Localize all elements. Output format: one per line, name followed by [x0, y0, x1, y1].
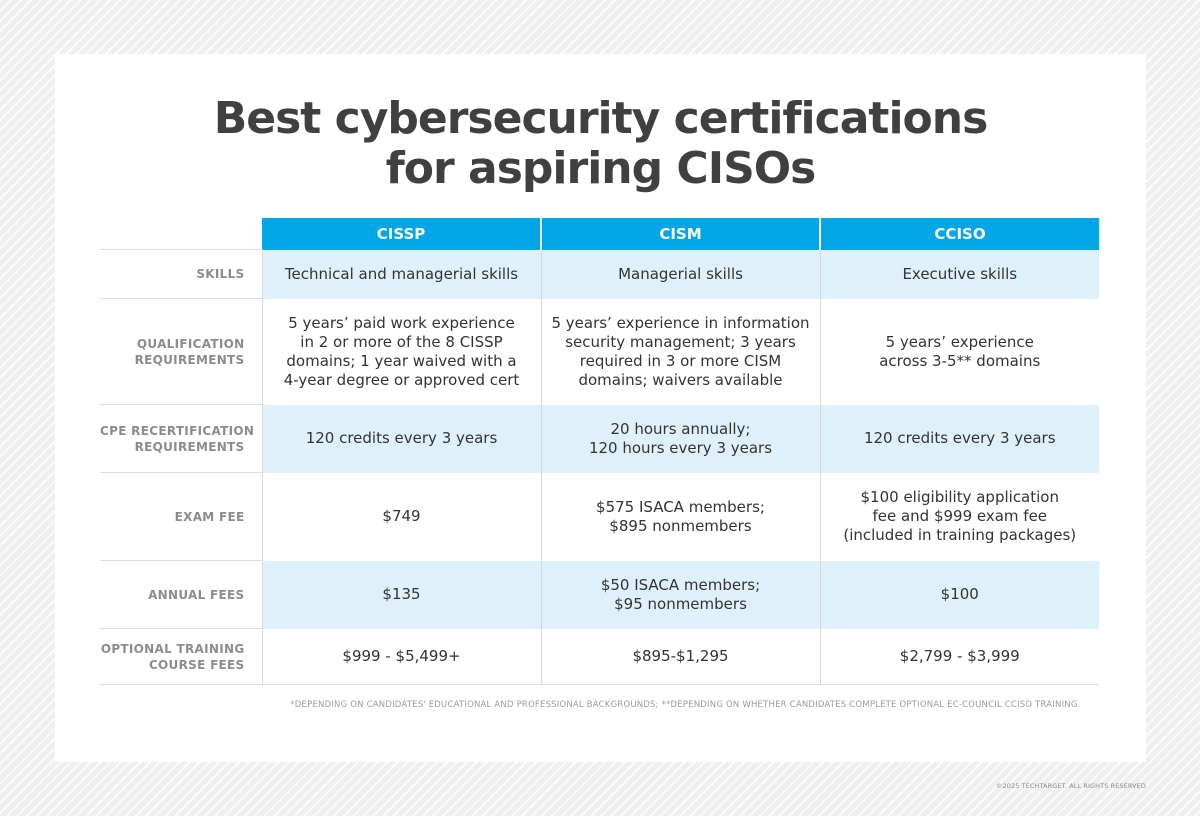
row-label: ANNUAL FEES — [100, 560, 262, 629]
column-header-cissp: CISSP — [262, 218, 541, 250]
row-label: EXAM FEE — [100, 472, 262, 561]
header-row: CISSP CISM CCISO — [100, 218, 1099, 250]
column-header-cism: CISM — [540, 218, 820, 250]
page-title: Best cybersecurity certifications for as… — [55, 94, 1146, 194]
table-row-annual-fees: ANNUAL FEES $135 $50 ISACA members; $95 … — [100, 560, 1099, 629]
table-cell: Executive skills — [819, 249, 1099, 299]
table-row-exam-fee: EXAM FEE $749 $575 ISACA members; $895 n… — [100, 472, 1099, 561]
header-corner — [100, 218, 262, 250]
table-cell: 5 years’ paid work experience in 2 or mo… — [261, 298, 541, 405]
row-label: QUALIFICATION REQUIREMENTS — [100, 298, 262, 405]
table-cell: $575 ISACA members; $895 nonmembers — [540, 472, 820, 561]
copyright-notice: ©2025 TECHTARGET. ALL RIGHTS RESERVED — [995, 782, 1146, 790]
table-cell: $2,799 - $3,999 — [819, 628, 1099, 685]
row-label: OPTIONAL TRAINING COURSE FEES — [100, 628, 262, 685]
table-row-cpe-recertification: CPE RECERTIFICATION REQUIREMENTS 120 cre… — [100, 404, 1099, 473]
title-line-2: for aspiring CISOs — [385, 143, 817, 194]
table-cell: 5 years’ experience in information secur… — [540, 298, 820, 405]
row-label: CPE RECERTIFICATION REQUIREMENTS — [100, 404, 262, 473]
table-cell: 120 credits every 3 years — [261, 404, 541, 473]
table-cell: $999 - $5,499+ — [261, 628, 541, 685]
table-cell: $100 — [819, 560, 1099, 629]
footnote: *DEPENDING ON CANDIDATES' EDUCATIONAL AN… — [290, 700, 1078, 710]
table-row-skills: SKILLS Technical and managerial skills M… — [100, 249, 1099, 299]
table-row-qualification: QUALIFICATION REQUIREMENTS 5 years’ paid… — [100, 298, 1099, 405]
table-cell: 20 hours annually; 120 hours every 3 yea… — [540, 404, 820, 473]
table-cell: Managerial skills — [540, 249, 820, 299]
table-cell: $895-$1,295 — [540, 628, 820, 685]
infographic-card: Best cybersecurity certifications for as… — [55, 54, 1146, 762]
table-cell: $50 ISACA members; $95 nonmembers — [540, 560, 820, 629]
table-row-training-fees: OPTIONAL TRAINING COURSE FEES $999 - $5,… — [100, 628, 1099, 685]
table-cell: $135 — [261, 560, 541, 629]
comparison-table: CISSP CISM CCISO SKILLS Technical and ma… — [100, 218, 1099, 685]
table-cell: 5 years’ experience across 3-5** domains — [819, 298, 1099, 405]
table-cell: $100 eligibility application fee and $99… — [819, 472, 1099, 561]
column-header-cciso: CCISO — [819, 218, 1099, 250]
row-label: SKILLS — [100, 249, 262, 299]
title-line-1: Best cybersecurity certifications — [213, 93, 989, 144]
table-cell: Technical and managerial skills — [261, 249, 541, 299]
table-cell: $749 — [261, 472, 541, 561]
table-cell: 120 credits every 3 years — [819, 404, 1099, 473]
